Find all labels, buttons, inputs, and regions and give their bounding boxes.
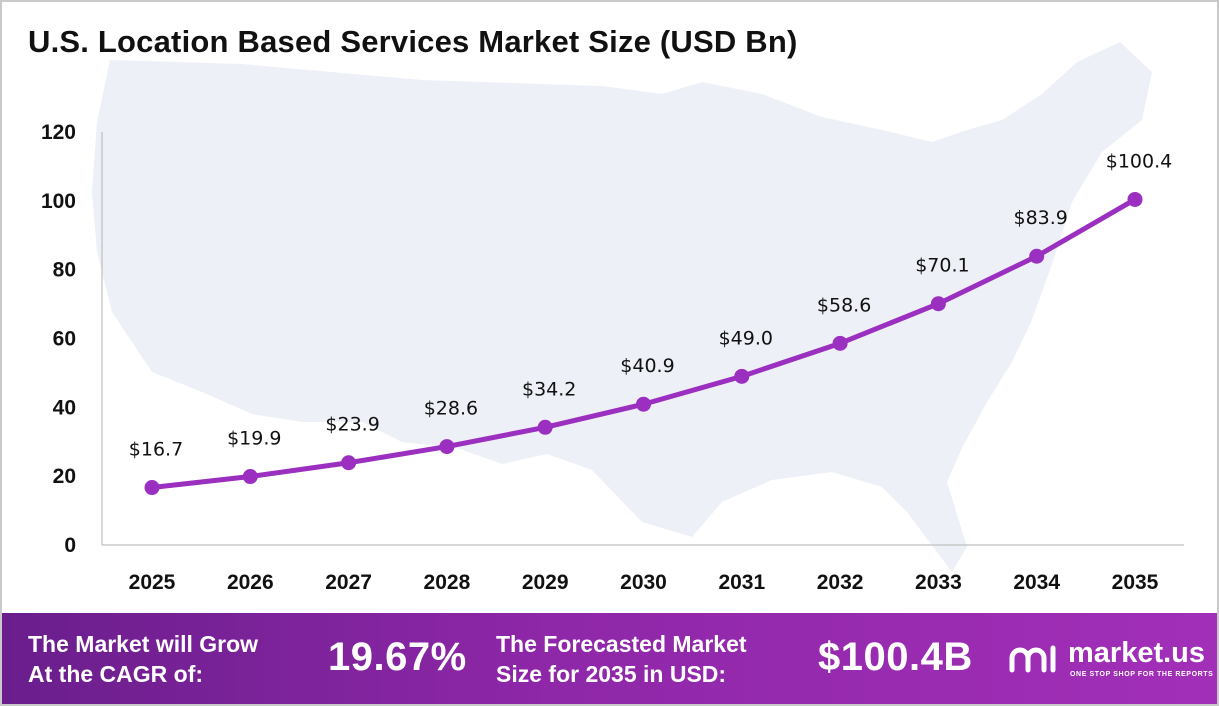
forecast-value: $100.4B: [818, 635, 973, 679]
y-tick-label: 100: [41, 190, 76, 213]
brand-tagline: ONE STOP SHOP FOR THE REPORTS: [1070, 671, 1214, 678]
y-tick-label: 120: [41, 121, 76, 144]
cagr-value: 19.67%: [328, 635, 467, 679]
data-label: $34.2: [522, 378, 576, 400]
data-point: [1029, 248, 1045, 264]
cagr-label-line2: At the CAGR of:: [28, 661, 204, 687]
x-tick-label: 2027: [325, 571, 372, 594]
data-point: [242, 469, 258, 485]
y-tick-label: 60: [53, 328, 76, 351]
data-point: [734, 368, 750, 384]
x-tick-label: 2026: [227, 571, 274, 594]
x-tick-label: 2029: [522, 571, 569, 594]
data-label: $100.4: [1106, 150, 1172, 172]
y-tick-label: 40: [53, 396, 76, 419]
data-point: [144, 480, 160, 496]
footer-banner: The Market will Grow At the CAGR of: 19.…: [2, 613, 1217, 704]
market-us-logo-icon: [1009, 645, 1056, 673]
y-tick-label: 0: [64, 534, 76, 557]
data-label: $16.7: [129, 439, 183, 461]
x-tick-label: 2030: [620, 571, 667, 594]
forecast-label-line1: The Forecasted Market: [496, 631, 747, 657]
cagr-label-line1: The Market will Grow: [28, 631, 259, 657]
brand-name: market.us: [1068, 637, 1206, 669]
data-label: $23.9: [325, 414, 379, 436]
data-point: [537, 419, 553, 435]
data-point: [832, 335, 848, 351]
forecast-label-line2: Size for 2035 in USD:: [496, 661, 727, 687]
chart-title: U.S. Location Based Services Market Size…: [28, 24, 798, 59]
data-label: $49.0: [719, 327, 773, 349]
y-tick-label: 20: [53, 465, 76, 488]
x-tick-label: 2032: [817, 571, 864, 594]
y-tick-label: 80: [53, 259, 76, 282]
data-label: $28.6: [424, 398, 478, 420]
x-tick-label: 2035: [1112, 571, 1159, 594]
line-chart: 0 20 40 60 80 100 120 2025 2026 2027 2028 2029 2030 2…: [41, 42, 1184, 594]
data-label: $19.9: [227, 428, 281, 450]
data-point: [439, 439, 455, 455]
cagr-label: The Market will Grow At the CAGR of:: [28, 629, 258, 689]
data-point: [636, 396, 651, 412]
data-label: $40.9: [620, 355, 674, 377]
data-point: [1127, 191, 1143, 207]
forecast-label: The Forecasted Market Size for 2035 in U…: [496, 629, 747, 689]
data-label: $70.1: [915, 255, 969, 277]
data-label: $58.6: [817, 294, 871, 316]
x-tick-label: 2031: [718, 571, 765, 594]
data-point: [930, 296, 946, 312]
x-tick-label: 2025: [129, 571, 176, 594]
x-tick-label: 2034: [1013, 571, 1060, 594]
data-label: $83.9: [1013, 207, 1067, 229]
data-point: [341, 455, 357, 471]
usa-map-silhouette: [92, 42, 1152, 572]
x-tick-label: 2028: [424, 571, 471, 594]
x-tick-label: 2033: [915, 571, 962, 594]
